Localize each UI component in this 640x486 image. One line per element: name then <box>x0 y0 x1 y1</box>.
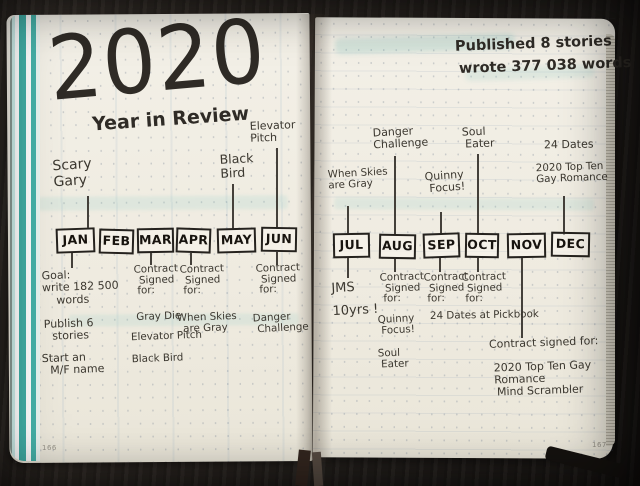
month-box-jun: JUN <box>260 226 298 253</box>
note-aug-contract: Contract Signed for: <box>379 270 425 305</box>
page-number-left: 166 <box>42 444 57 452</box>
note-mar-contract: Contract Signed for: <box>133 262 179 297</box>
note-jun-titles: Danger Challenge <box>252 310 310 335</box>
year-title: 2020 <box>43 0 270 121</box>
annotation-24-dates: 24 Dates <box>543 137 594 152</box>
note-oct-contract: Contract Signed for: <box>461 270 507 305</box>
month-box-dec: DEC <box>550 231 591 258</box>
note-jan-publish: Publish 6 stories <box>43 316 94 343</box>
timeline-connector <box>276 252 278 265</box>
timeline-connector <box>394 259 396 272</box>
note-apr-contract: Contract Signed for: <box>179 262 225 297</box>
annotation-soul-eater: Soul Eater <box>461 124 495 151</box>
annotation-danger-challenge: Danger Challenge <box>372 124 429 152</box>
timeline-connector <box>87 196 89 229</box>
timeline-connector <box>190 253 192 265</box>
note-apr-titles: When Skies are Gray <box>176 309 237 335</box>
annotation-top-ten: 2020 Top Ten Gay Romance <box>535 159 608 185</box>
spine <box>296 14 332 462</box>
annotation-elevator-pitch: Elevator Pitch <box>249 118 296 146</box>
month-box-sep: SEP <box>422 232 461 259</box>
month-box-apr: APR <box>175 227 212 254</box>
page-edges <box>606 34 615 446</box>
ink-bleed-ghosting <box>37 195 288 211</box>
annotation-when-skies: When Skies are Gray <box>327 165 388 192</box>
note-jul-jms: JMS 10yrs ! <box>331 280 379 319</box>
page-number-right: 167 <box>592 441 607 449</box>
timeline-connector <box>150 253 152 265</box>
month-box-jan: JAN <box>55 227 96 254</box>
timeline-connector <box>232 184 234 229</box>
note-aug-title-quinny: Quinny Focus! <box>377 312 416 337</box>
timeline-connector <box>440 212 442 235</box>
timeline-connector <box>394 156 396 235</box>
note-jan-start: Start an M/F name <box>41 350 105 378</box>
month-box-may: MAY <box>216 227 257 254</box>
note-jan-goal: Goal: write 182 500 words <box>41 268 119 307</box>
month-box-aug: AUG <box>378 233 417 260</box>
timeline-connector <box>347 258 349 278</box>
annotation-quinny-focus: Quinny Focus! <box>424 167 466 196</box>
timeline-connector <box>71 253 73 268</box>
timeline-connector <box>477 258 479 272</box>
month-box-nov: NOV <box>506 232 547 259</box>
bookmark-ribbon <box>295 449 311 486</box>
month-box-jul: JUL <box>332 232 371 259</box>
month-box-feb: FEB <box>98 228 135 255</box>
month-box-oct: OCT <box>464 232 500 259</box>
timeline-connector <box>347 206 349 235</box>
annotation-scary-gary: Scary Gary <box>51 155 93 191</box>
timeline-connector <box>521 258 523 338</box>
annotation-black-bird: Black Bird <box>219 150 254 181</box>
note-aug-title-soul: Soul Eater <box>377 346 409 370</box>
ink-bleed-ghosting <box>334 197 595 211</box>
note-jun-contract: Contract Signed for: <box>255 261 301 296</box>
month-box-mar: MAR <box>136 227 175 254</box>
timeline-connector <box>439 258 441 272</box>
washi-tape <box>10 15 42 461</box>
timeline-connector <box>563 196 565 235</box>
timeline-connector <box>276 148 278 229</box>
note-sep-oct-shared: 24 Dates at Pickbook <box>429 308 539 322</box>
timeline-connector <box>477 154 479 235</box>
